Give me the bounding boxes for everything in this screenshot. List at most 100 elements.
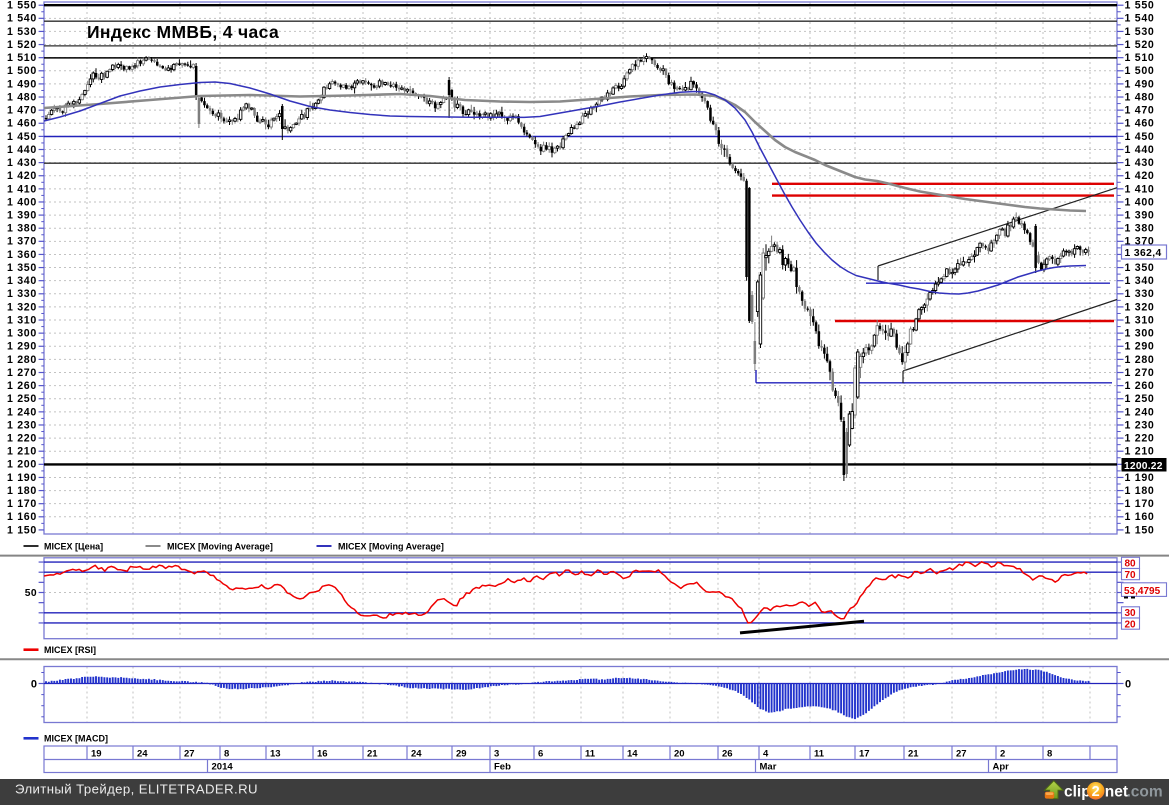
svg-text:1 180: 1 180 [7, 485, 37, 497]
svg-text:1 510: 1 510 [7, 52, 37, 64]
svg-text:1 470: 1 470 [7, 105, 37, 117]
svg-text:1 280: 1 280 [7, 354, 37, 366]
svg-text:50: 50 [25, 588, 37, 599]
svg-text:Feb: Feb [494, 762, 511, 773]
svg-text:1 490: 1 490 [7, 78, 37, 90]
svg-text:1 320: 1 320 [1125, 301, 1155, 313]
svg-text:1 210: 1 210 [1125, 446, 1155, 458]
svg-text:MICEX [Moving Average]: MICEX [Moving Average] [338, 542, 444, 552]
svg-text:17: 17 [859, 748, 870, 759]
svg-text:1 190: 1 190 [1125, 472, 1155, 484]
svg-text:1 550: 1 550 [7, 0, 37, 12]
svg-text:1 520: 1 520 [1125, 39, 1155, 51]
svg-text:MICEX [MACD]: MICEX [MACD] [44, 734, 108, 744]
svg-text:1 300: 1 300 [7, 328, 37, 340]
svg-text:3: 3 [494, 748, 499, 759]
svg-text:1 310: 1 310 [1125, 314, 1155, 326]
svg-text:53,4795: 53,4795 [1124, 586, 1161, 597]
svg-text:1 270: 1 270 [1125, 367, 1155, 379]
svg-text:1 250: 1 250 [1125, 393, 1155, 405]
svg-text:2014: 2014 [212, 762, 234, 773]
svg-text:14: 14 [627, 748, 638, 759]
svg-text:Индекс ММВБ, 4 часа: Индекс ММВБ, 4 часа [87, 22, 279, 42]
svg-text:MICEX [RSI]: MICEX [RSI] [44, 645, 96, 655]
svg-text:13: 13 [270, 748, 281, 759]
svg-text:1 380: 1 380 [1125, 223, 1155, 235]
svg-text:1 450: 1 450 [1125, 131, 1155, 143]
svg-text:1 470: 1 470 [1125, 105, 1155, 117]
svg-text:1 390: 1 390 [1125, 209, 1155, 221]
svg-text:1 362,4: 1 362,4 [1125, 248, 1162, 259]
svg-text:20: 20 [674, 748, 685, 759]
svg-text:1 240: 1 240 [7, 406, 37, 418]
svg-text:1 460: 1 460 [1125, 118, 1155, 130]
svg-text:29: 29 [456, 748, 467, 759]
svg-text:1 330: 1 330 [7, 288, 37, 300]
svg-text:8: 8 [224, 748, 229, 759]
svg-text:1 260: 1 260 [7, 380, 37, 392]
svg-text:1 150: 1 150 [7, 524, 37, 536]
svg-text:19: 19 [91, 748, 102, 759]
svg-text:1 260: 1 260 [1125, 380, 1155, 392]
svg-text:1 430: 1 430 [7, 157, 37, 169]
svg-text:0: 0 [31, 678, 37, 690]
svg-text:8: 8 [1047, 748, 1052, 759]
svg-text:1 350: 1 350 [7, 262, 37, 274]
svg-text:21: 21 [367, 748, 378, 759]
svg-text:1 380: 1 380 [7, 223, 37, 235]
svg-text:16: 16 [317, 748, 328, 759]
svg-text:.com: .com [1127, 783, 1163, 800]
svg-text:1 460: 1 460 [7, 118, 37, 130]
svg-text:1 340: 1 340 [1125, 275, 1155, 287]
svg-text:1 320: 1 320 [7, 301, 37, 313]
svg-text:1 480: 1 480 [7, 91, 37, 103]
svg-text:80: 80 [1125, 559, 1137, 570]
svg-text:1 330: 1 330 [1125, 288, 1155, 300]
svg-text:26: 26 [722, 748, 733, 759]
svg-text:1 480: 1 480 [1125, 91, 1155, 103]
svg-text:1 220: 1 220 [1125, 432, 1155, 444]
svg-text:1200.22: 1200.22 [1124, 461, 1163, 472]
svg-text:1 350: 1 350 [1125, 262, 1155, 274]
svg-text:1 500: 1 500 [1125, 65, 1155, 77]
svg-text:27: 27 [184, 748, 195, 759]
svg-text:1 150: 1 150 [1125, 524, 1155, 536]
svg-text:1 500: 1 500 [7, 65, 37, 77]
svg-text:1 230: 1 230 [1125, 419, 1155, 431]
svg-text:1 230: 1 230 [7, 419, 37, 431]
svg-text:4: 4 [763, 748, 769, 759]
svg-text:2: 2 [1092, 784, 1100, 800]
svg-text:1 240: 1 240 [1125, 406, 1155, 418]
svg-text:1 530: 1 530 [1125, 26, 1155, 38]
svg-text:27: 27 [956, 748, 967, 759]
svg-text:1 420: 1 420 [7, 170, 37, 182]
svg-text:1 440: 1 440 [1125, 144, 1155, 156]
svg-text:MICEX [Moving Average]: MICEX [Moving Average] [167, 542, 273, 552]
svg-text:2: 2 [1000, 748, 1005, 759]
svg-text:1 440: 1 440 [7, 144, 37, 156]
svg-text:1 160: 1 160 [7, 511, 37, 523]
svg-text:1 370: 1 370 [7, 236, 37, 248]
svg-text:1 530: 1 530 [7, 26, 37, 38]
svg-text:1 550: 1 550 [1125, 0, 1155, 12]
svg-text:1 170: 1 170 [7, 498, 37, 510]
svg-text:1 410: 1 410 [7, 183, 37, 195]
svg-text:70: 70 [1125, 570, 1137, 581]
svg-text:1 180: 1 180 [1125, 485, 1155, 497]
svg-text:1 290: 1 290 [1125, 341, 1155, 353]
svg-text:net: net [1105, 783, 1128, 800]
svg-text:Mar: Mar [760, 762, 777, 773]
svg-text:1 290: 1 290 [7, 341, 37, 353]
svg-text:11: 11 [585, 748, 596, 759]
svg-text:1 200: 1 200 [7, 459, 37, 471]
svg-text:1 510: 1 510 [1125, 52, 1155, 64]
svg-text:6: 6 [538, 748, 543, 759]
svg-text:1 400: 1 400 [7, 196, 37, 208]
svg-text:1 300: 1 300 [1125, 328, 1155, 340]
svg-text:20: 20 [1125, 619, 1137, 630]
svg-text:1 390: 1 390 [7, 209, 37, 221]
svg-text:1 270: 1 270 [7, 367, 37, 379]
svg-text:Элитный Трейдер, ELITETRADER.R: Элитный Трейдер, ELITETRADER.RU [15, 782, 258, 797]
svg-text:1 430: 1 430 [1125, 157, 1155, 169]
svg-text:Apr: Apr [993, 762, 1010, 773]
